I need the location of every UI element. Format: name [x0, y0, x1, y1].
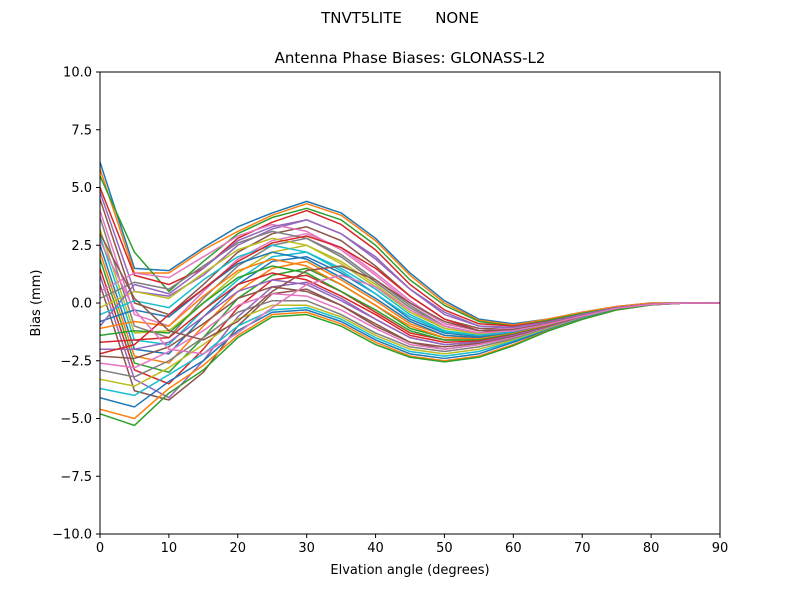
x-axis-label: Elvation angle (degrees) [330, 563, 489, 578]
y-tick-label: 2.5 [71, 239, 92, 254]
x-tick-label: 80 [643, 541, 660, 556]
x-tick-label: 20 [230, 541, 247, 556]
x-tick-label: 50 [436, 541, 453, 556]
y-tick-label: 10.0 [63, 66, 92, 81]
figure-suptitle: TNVT5LITE NONE [321, 9, 479, 27]
x-tick-label: 10 [161, 541, 178, 556]
y-axis: −10.0 −7.5 −5.0 −2.5 0.0 2.5 5.0 7.5 10.0 [52, 66, 100, 543]
x-axis: 0 10 20 30 40 50 60 70 80 90 [96, 534, 728, 556]
y-axis-label: Bias (mm) [29, 270, 44, 337]
y-tick-label: 5.0 [71, 181, 92, 196]
series-layer [100, 161, 720, 427]
y-tick-label: −7.5 [60, 470, 92, 485]
series-line-1 [100, 161, 720, 325]
x-tick-label: 70 [574, 541, 591, 556]
y-tick-label: 0.0 [71, 297, 92, 312]
y-tick-label: −2.5 [60, 354, 92, 369]
x-tick-label: 60 [505, 541, 522, 556]
series-line-2 [100, 168, 720, 326]
series-line-37 [100, 240, 720, 355]
series-line-33 [100, 302, 720, 427]
y-tick-label: 7.5 [71, 123, 92, 138]
x-tick-label: 30 [298, 541, 315, 556]
chart-title: Antenna Phase Biases: GLONASS-L2 [274, 49, 546, 67]
x-tick-label: 40 [367, 541, 384, 556]
y-tick-label: −10.0 [52, 528, 92, 543]
y-tick-label: −5.0 [60, 412, 92, 427]
x-tick-label: 0 [96, 541, 104, 556]
x-tick-label: 90 [712, 541, 729, 556]
